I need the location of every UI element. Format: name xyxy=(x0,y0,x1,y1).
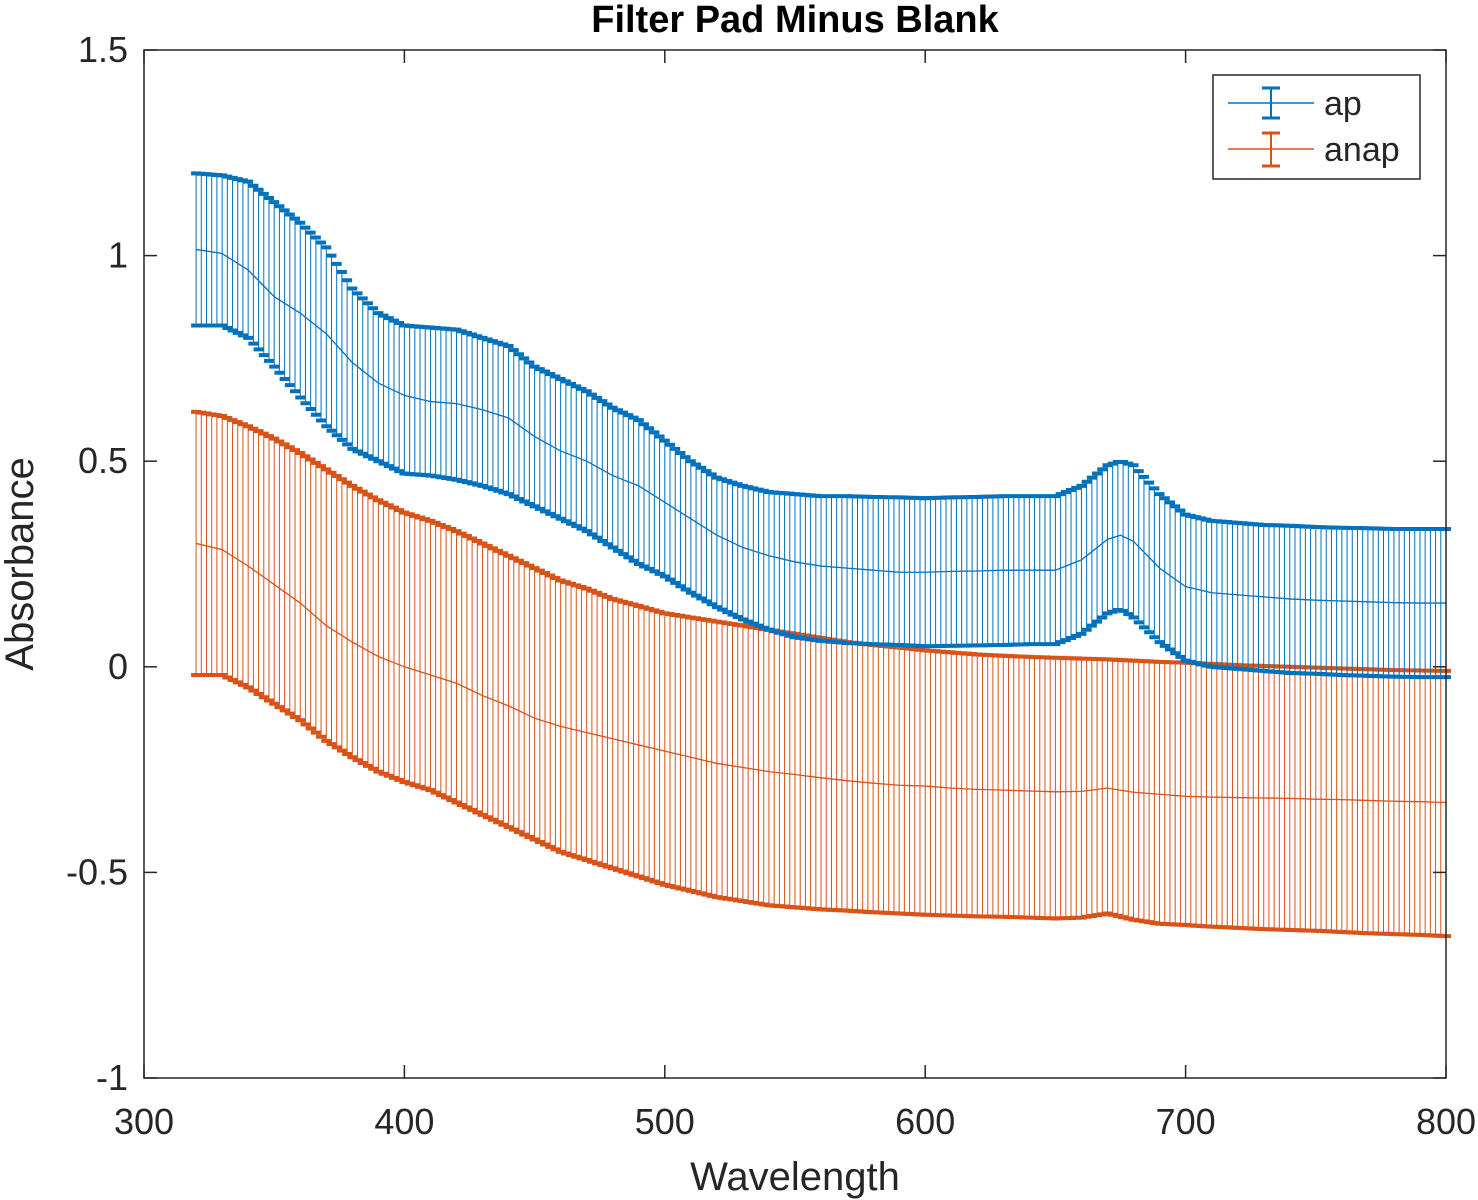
legend-label-ap: ap xyxy=(1324,85,1362,123)
legend[interactable]: ap anap xyxy=(1212,74,1421,180)
y-tick-label: -0.5 xyxy=(66,851,128,892)
y-axis-label: Absorbance xyxy=(0,457,42,670)
x-tick-label: 500 xyxy=(635,1101,695,1142)
mean-line-anap xyxy=(195,542,1447,804)
y-tick-label: 1.5 xyxy=(78,29,128,70)
x-axis-label: Wavelength xyxy=(690,1155,900,1199)
x-tick-label: 300 xyxy=(114,1101,174,1142)
y-tick-label: 0.5 xyxy=(78,440,128,481)
legend-box xyxy=(1212,74,1421,180)
x-tick-label: 400 xyxy=(374,1101,434,1142)
series-anap xyxy=(191,409,1451,939)
plot-area-frame xyxy=(143,49,1447,1079)
x-tick-label: 600 xyxy=(895,1101,955,1142)
y-tick-label: 1 xyxy=(108,235,128,276)
series-ap xyxy=(191,171,1451,680)
x-tick-label: 800 xyxy=(1416,1101,1476,1142)
legend-label-anap: anap xyxy=(1324,131,1400,169)
x-axis: 300 400 500 600 700 800 xyxy=(114,50,1476,1142)
mean-line-ap xyxy=(195,248,1446,604)
x-tick-label: 700 xyxy=(1156,1101,1216,1142)
errorbar-upper-caps-ap xyxy=(191,171,1451,532)
y-axis: -1 -0.5 0 0.5 1 1.5 xyxy=(66,29,1446,1098)
errorbar-lower-caps-anap xyxy=(191,673,1451,939)
y-tick-label: -1 xyxy=(96,1057,128,1098)
chart-title: Filter Pad Minus Blank xyxy=(591,0,999,41)
y-tick-label: 0 xyxy=(108,646,128,687)
errorbar-lower-caps-ap xyxy=(191,323,1451,680)
legend-item-anap[interactable]: anap xyxy=(1228,131,1400,169)
legend-item-ap[interactable]: ap xyxy=(1228,85,1362,123)
